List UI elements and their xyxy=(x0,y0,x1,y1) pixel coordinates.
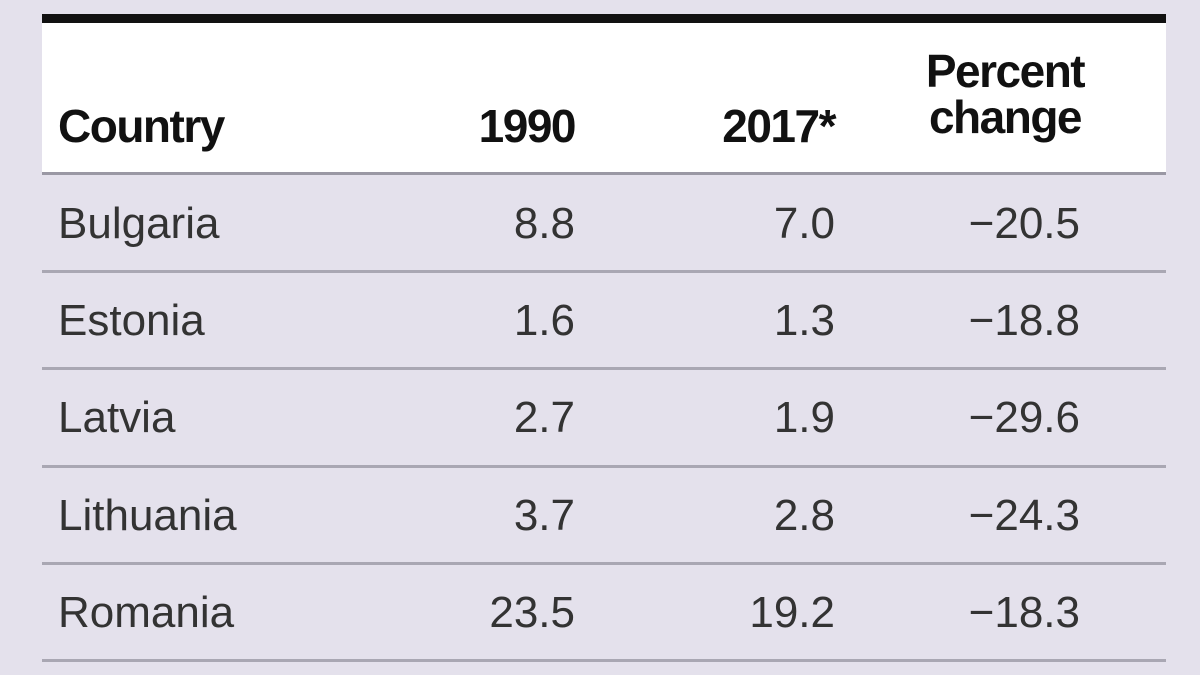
table-cell: Lithuania xyxy=(58,490,237,540)
row-separator xyxy=(42,270,1166,274)
row-separator xyxy=(42,367,1166,371)
table-cell: −24.3 xyxy=(968,490,1080,540)
table-cell: Latvia xyxy=(58,393,176,443)
table-cell: Estonia xyxy=(58,296,205,346)
table-cell: Romania xyxy=(58,587,235,637)
table-cell: 2.8 xyxy=(773,490,835,540)
table-cell: −20.5 xyxy=(968,199,1080,248)
table-cell: 1.6 xyxy=(513,296,575,346)
row-separator xyxy=(42,464,1166,468)
top-rule xyxy=(42,14,1166,23)
table-cell: 3.7 xyxy=(513,490,575,540)
table-cell: −29.6 xyxy=(968,393,1080,443)
table-cell: 2.7 xyxy=(513,393,575,443)
table-cell: Bulgaria xyxy=(58,199,220,248)
table-cell: 23.5 xyxy=(489,587,575,637)
row-separator xyxy=(42,659,1166,662)
header-cell: Percent change xyxy=(925,45,1086,143)
table-cell: 19.2 xyxy=(749,587,835,637)
table-cell: −18.3 xyxy=(968,587,1080,637)
header-cell: 1990 xyxy=(478,100,577,152)
header-cell: Country xyxy=(58,100,225,152)
row-separator xyxy=(42,561,1166,565)
header-band xyxy=(42,23,1166,175)
table-cell: 7.0 xyxy=(773,199,835,248)
table-cell: 8.8 xyxy=(513,199,575,248)
table-cell: −18.8 xyxy=(968,296,1080,346)
table-cell: 1.3 xyxy=(773,296,835,346)
table-cell: 1.9 xyxy=(773,393,835,443)
header-cell: 2017* xyxy=(722,100,836,152)
